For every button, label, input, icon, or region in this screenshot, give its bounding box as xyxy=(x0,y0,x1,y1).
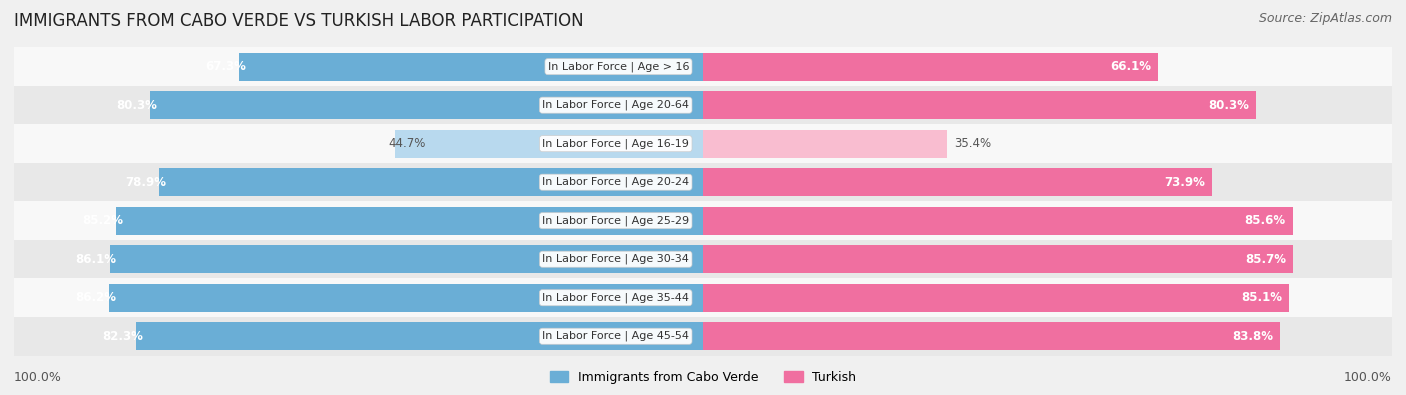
Bar xyxy=(150,91,703,119)
Bar xyxy=(14,278,703,317)
Text: In Labor Force | Age 20-24: In Labor Force | Age 20-24 xyxy=(543,177,689,188)
Text: 80.3%: 80.3% xyxy=(115,99,156,112)
Text: 83.8%: 83.8% xyxy=(1233,330,1274,343)
Bar xyxy=(110,284,703,312)
Text: In Labor Force | Age 35-44: In Labor Force | Age 35-44 xyxy=(543,292,689,303)
Text: In Labor Force | Age 20-64: In Labor Force | Age 20-64 xyxy=(543,100,689,111)
Bar xyxy=(703,245,1294,273)
Text: In Labor Force | Age > 16: In Labor Force | Age > 16 xyxy=(548,61,689,72)
Legend: Immigrants from Cabo Verde, Turkish: Immigrants from Cabo Verde, Turkish xyxy=(544,366,862,389)
Text: 73.9%: 73.9% xyxy=(1164,176,1205,189)
Text: 85.7%: 85.7% xyxy=(1246,253,1286,266)
Bar xyxy=(703,317,1392,356)
Bar xyxy=(110,245,703,273)
Text: 100.0%: 100.0% xyxy=(1344,371,1392,384)
Bar xyxy=(14,124,703,163)
Text: In Labor Force | Age 25-29: In Labor Force | Age 25-29 xyxy=(543,215,689,226)
Bar xyxy=(703,124,1392,163)
Bar xyxy=(159,168,703,196)
Bar xyxy=(14,163,703,201)
Text: Source: ZipAtlas.com: Source: ZipAtlas.com xyxy=(1258,12,1392,25)
Bar xyxy=(395,130,703,158)
Text: 35.4%: 35.4% xyxy=(953,137,991,150)
Bar xyxy=(703,201,1392,240)
Text: 78.9%: 78.9% xyxy=(125,176,166,189)
Bar xyxy=(703,53,1159,81)
Text: 100.0%: 100.0% xyxy=(14,371,62,384)
Text: 85.6%: 85.6% xyxy=(1244,214,1286,227)
Text: IMMIGRANTS FROM CABO VERDE VS TURKISH LABOR PARTICIPATION: IMMIGRANTS FROM CABO VERDE VS TURKISH LA… xyxy=(14,12,583,30)
Bar xyxy=(703,322,1281,350)
Text: In Labor Force | Age 30-34: In Labor Force | Age 30-34 xyxy=(543,254,689,265)
Bar xyxy=(703,284,1289,312)
Text: 80.3%: 80.3% xyxy=(1208,99,1250,112)
Bar xyxy=(703,163,1392,201)
Bar xyxy=(703,240,1392,278)
Text: In Labor Force | Age 16-19: In Labor Force | Age 16-19 xyxy=(543,138,689,149)
Text: 44.7%: 44.7% xyxy=(388,137,426,150)
Bar xyxy=(14,86,703,124)
Text: 85.1%: 85.1% xyxy=(1241,291,1282,304)
Bar xyxy=(117,207,703,235)
Bar xyxy=(703,168,1212,196)
Bar xyxy=(136,322,703,350)
Text: 86.1%: 86.1% xyxy=(76,253,117,266)
Bar xyxy=(14,240,703,278)
Bar xyxy=(703,91,1256,119)
Bar xyxy=(703,278,1392,317)
Bar xyxy=(14,201,703,240)
Text: 67.3%: 67.3% xyxy=(205,60,246,73)
Text: 66.1%: 66.1% xyxy=(1111,60,1152,73)
Bar xyxy=(703,207,1292,235)
Text: 86.2%: 86.2% xyxy=(75,291,117,304)
Text: In Labor Force | Age 45-54: In Labor Force | Age 45-54 xyxy=(543,331,689,342)
Bar xyxy=(703,47,1392,86)
Bar xyxy=(703,130,946,158)
Bar xyxy=(703,86,1392,124)
Bar xyxy=(239,53,703,81)
Text: 82.3%: 82.3% xyxy=(103,330,143,343)
Bar xyxy=(14,47,703,86)
Bar xyxy=(14,317,703,356)
Text: 85.2%: 85.2% xyxy=(82,214,122,227)
